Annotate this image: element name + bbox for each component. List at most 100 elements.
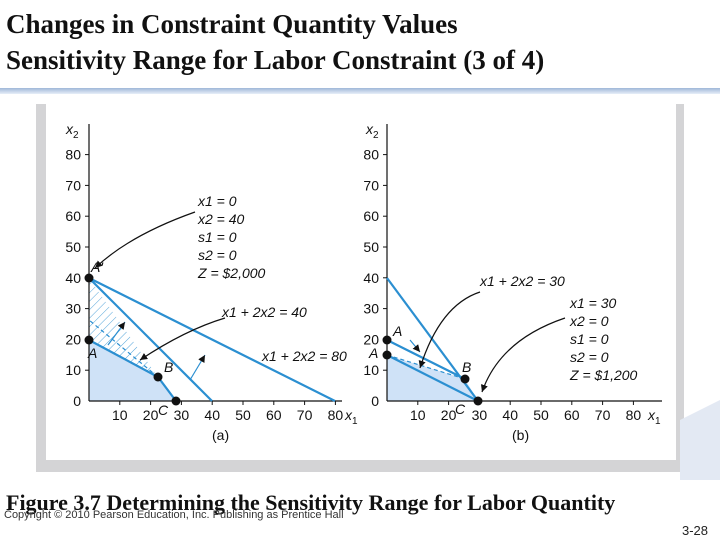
panel-b-label-a: A	[368, 345, 378, 361]
panel-a-y-axis-label: x2	[65, 121, 79, 141]
x-tick-label: 60	[564, 407, 580, 423]
figure-caption: Figure 3.7 Determining the Sensitivity R…	[6, 490, 616, 515]
x-tick-label: 80	[626, 407, 642, 423]
y-tick-label: 70	[363, 177, 379, 193]
panel-a-point-c	[171, 396, 181, 406]
panel-a-dashed-line	[88, 319, 159, 378]
panel-b-label-a-upper: A	[392, 323, 402, 339]
panel-b-line-30	[386, 354, 479, 402]
panel-b-solution-line: Z = $1,200	[569, 367, 638, 383]
panel-b-solution-line: s2 = 0	[570, 349, 609, 365]
y-tick-label: 0	[73, 393, 81, 409]
y-tick-label: 50	[363, 239, 379, 255]
panel-b-point-b	[460, 374, 470, 384]
y-tick-label: 40	[65, 270, 81, 286]
x-tick-label: 30	[174, 407, 190, 423]
slide-title: Changes in Constraint Quantity Values Se…	[6, 6, 716, 78]
y-tick-label: 30	[363, 301, 379, 317]
panel-b-arrow-to-c	[480, 317, 566, 393]
panel-b-line-label-30: x1 + 2x2 = 30	[479, 273, 565, 289]
x-tick-label: 40	[204, 407, 220, 423]
panel-a-line-label-80: x1 + 2x2 = 80	[261, 348, 347, 364]
title-rule	[0, 88, 720, 94]
panel-a-feasible-region	[89, 340, 176, 401]
panel-a-point-b	[153, 372, 163, 382]
panel-a-line-base	[88, 339, 159, 378]
panel-b-y-ticks: 0 10 20 30 40 50 60 70 80	[363, 147, 387, 409]
panel-b-y-axis-label: x2	[365, 121, 379, 141]
panel-a-arrow-to-a-prime	[94, 211, 196, 269]
y-tick-label: 40	[363, 270, 379, 286]
panel-b-x-ticks: 10 20 30 40 50 60 70 80	[410, 401, 641, 423]
y-tick-label: 20	[65, 331, 81, 347]
y-tick-label: 20	[363, 331, 379, 347]
x-tick-label: 20	[143, 407, 159, 423]
panel-a-solution-line: Z = $2,000	[197, 265, 266, 281]
panel-b-point-c	[473, 396, 483, 406]
panel-a-point-a	[84, 335, 94, 345]
y-tick-label: 10	[65, 362, 81, 378]
panel-b-caption-label: (b)	[512, 427, 529, 443]
panel-a-line-80	[88, 277, 336, 402]
panel-a: 0 10 20 30 40 50 60 70 80 10 20 30 40 50 60 70 80 x2 x1…	[65, 121, 358, 443]
panel-a-label-c: C	[158, 402, 169, 418]
panel-b-label-c: C	[455, 401, 466, 417]
panel-a-x-ticks: 10 20 30 40 50 60 70 80	[112, 401, 343, 423]
panel-b-x-axis-label: x1	[647, 407, 661, 427]
y-tick-label: 60	[65, 208, 81, 224]
y-tick-label: 10	[363, 362, 379, 378]
y-tick-label: 30	[65, 301, 81, 317]
panel-a-label-a-prime: A'	[90, 259, 104, 275]
x-tick-label: 70	[297, 407, 313, 423]
panel-a-label-b: B	[164, 359, 173, 375]
slide-number: 3-28	[681, 523, 708, 538]
panel-b-line-b	[386, 339, 466, 380]
title-line-2: Sensitivity Range for Labor Constraint (…	[6, 45, 545, 75]
corner-decoration	[680, 400, 720, 480]
panel-a-solution-line: s1 = 0	[198, 229, 237, 245]
y-tick-label: 80	[65, 147, 81, 163]
panel-a-solution-line: x2 = 40	[197, 211, 245, 227]
x-tick-label: 50	[533, 407, 549, 423]
panel-b-solution-line: s1 = 0	[570, 331, 609, 347]
y-tick-label: 80	[363, 147, 379, 163]
x-tick-label: 10	[410, 407, 426, 423]
x-tick-label: 20	[441, 407, 457, 423]
panel-a-solution-line: x1 = 0	[197, 193, 237, 209]
x-tick-label: 30	[472, 407, 488, 423]
y-tick-label: 60	[363, 208, 379, 224]
panel-a-arrow-shift	[107, 321, 126, 346]
title-line-1: Changes in Constraint Quantity Values	[6, 9, 458, 39]
x-tick-label: 50	[235, 407, 251, 423]
panel-b-label-b: B	[462, 359, 471, 375]
panel-a-solution-line: s2 = 0	[198, 247, 237, 263]
x-tick-label: 40	[502, 407, 518, 423]
x-tick-label: 10	[112, 407, 128, 423]
panel-a-solution: x1 = 0 x2 = 40 s1 = 0 s2 = 0 Z = $2,000	[197, 193, 266, 281]
y-tick-label: 70	[65, 177, 81, 193]
panel-b-solution: x1 = 30 x2 = 0 s1 = 0 s2 = 0 Z = $1,200	[569, 295, 638, 383]
panel-a-line-40	[88, 277, 213, 402]
y-tick-label: 50	[65, 239, 81, 255]
x-tick-label: 70	[595, 407, 611, 423]
panel-b-arrow-shift	[409, 339, 421, 353]
panel-b-point-a-upper	[382, 335, 392, 345]
panel-a-point-a-prime	[84, 273, 94, 283]
x-tick-label: 80	[328, 407, 344, 423]
panel-b: 0 10 20 30 40 50 60 70 80 10 20 30 40 50 60 70 80 x2 x1…	[363, 121, 662, 443]
panel-a-line-label-40: x1 + 2x2 = 40	[221, 304, 307, 320]
panel-a-caption-label: (a)	[212, 427, 229, 443]
x-tick-label: 60	[266, 407, 282, 423]
panel-b-point-a	[382, 350, 392, 360]
panel-b-solution-line: x1 = 30	[569, 295, 617, 311]
panel-b-solution-line: x2 = 0	[569, 313, 609, 329]
panel-b-arrow-to-a	[418, 291, 481, 369]
copyright-notice: Copyright © 2010 Pearson Education, Inc.…	[4, 509, 344, 521]
panel-a-arrow-shift-2	[189, 354, 206, 381]
panel-a-arrow-to-b	[139, 317, 226, 361]
panel-a-line-c	[157, 376, 177, 402]
y-tick-label: 0	[371, 393, 379, 409]
panel-a-label-a: A	[87, 345, 97, 361]
panel-a-x-axis-label: x1	[344, 407, 358, 427]
